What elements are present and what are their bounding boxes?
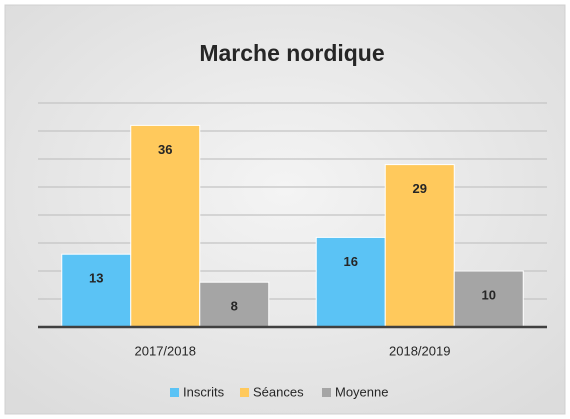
chart-background xyxy=(4,4,566,415)
data-label: 16 xyxy=(344,254,358,269)
legend-swatch xyxy=(322,388,331,397)
x-tick-label: 2017/2018 xyxy=(135,343,196,358)
legend-label: Moyenne xyxy=(335,384,388,399)
legend-swatch xyxy=(170,388,179,397)
legend-label: Inscrits xyxy=(183,384,225,399)
bar xyxy=(315,236,386,328)
bar xyxy=(130,124,201,328)
data-label: 10 xyxy=(482,287,496,302)
x-tick-label: 2018/2019 xyxy=(389,343,450,358)
data-label: 8 xyxy=(231,299,238,314)
legend-label: Séances xyxy=(253,384,304,399)
data-label: 36 xyxy=(158,142,172,157)
data-label: 29 xyxy=(413,181,427,196)
legend-swatch xyxy=(240,388,249,397)
bar xyxy=(61,253,132,328)
data-label: 13 xyxy=(89,271,103,286)
chart-title: Marche nordique xyxy=(199,40,384,66)
